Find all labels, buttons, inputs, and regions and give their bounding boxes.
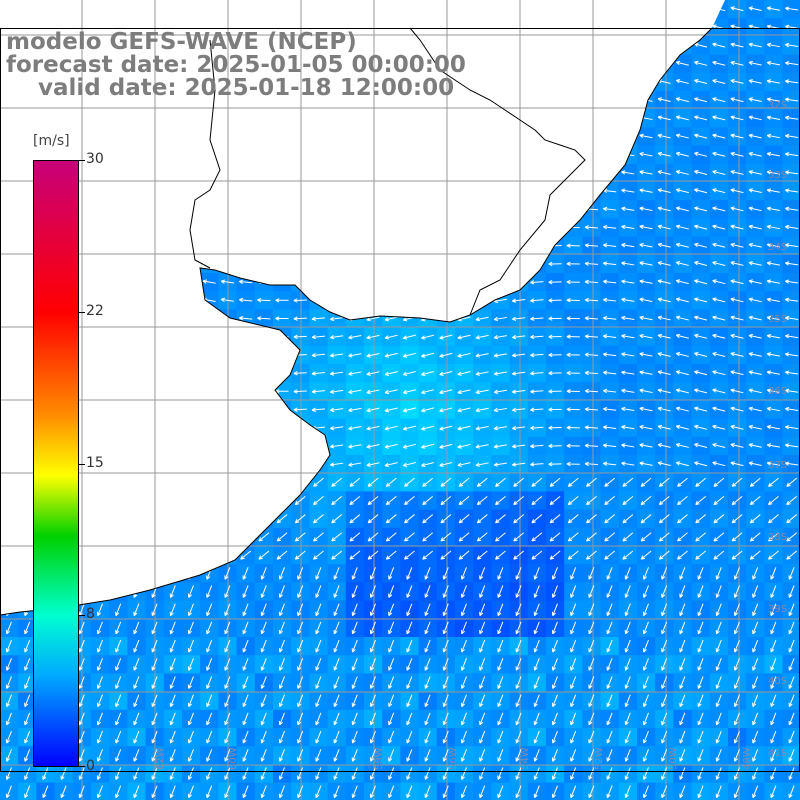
forecast-date: forecast date: 2025-01-05 00:00:00 [6, 52, 466, 78]
lat-label: 36S [768, 386, 788, 397]
colorbar-units: [m/s] [33, 133, 70, 149]
lon-label: 48W [742, 747, 753, 770]
border-line [189, 39, 221, 269]
colorbar-tick-15: 15 [86, 455, 104, 471]
lat-label: 34S [768, 242, 788, 253]
colorbar-tick-30: 30 [86, 151, 104, 167]
lon-label: 60W [228, 747, 239, 770]
lat-label: 38S [768, 532, 788, 543]
colorbar-tickmark [79, 615, 85, 616]
colorbar-tickmark [79, 312, 85, 313]
colorbar-tick-22: 22 [86, 303, 104, 319]
lon-label: 56W [448, 747, 459, 770]
colorbar-tick-8: 8 [86, 606, 95, 622]
lat-label: 40S [768, 676, 788, 687]
lat-label: 35S [768, 314, 788, 325]
lat-label: 33S [768, 170, 788, 181]
colorbar-tickmark [79, 464, 85, 465]
lat-label: 32S [768, 100, 788, 111]
lon-label: 58W [374, 747, 385, 770]
colorbar-tick-0: 0 [86, 758, 95, 774]
colorbar [33, 160, 79, 767]
model-title: modelo GEFS-WAVE (NCEP) [6, 29, 357, 55]
lat-label: 37S [768, 460, 788, 471]
lat-label: 41S [768, 748, 788, 759]
coastline [0, 27, 713, 616]
lon-label: 62W [155, 747, 166, 770]
valid-date: valid date: 2025-01-18 12:00:00 [6, 75, 455, 101]
lon-label: 52W [594, 747, 605, 770]
colorbar-tickmark [79, 766, 85, 767]
lat-label: 39S [768, 604, 788, 615]
colorbar-tickmark [79, 160, 85, 161]
lon-label: 54W [520, 747, 531, 770]
border-line [409, 27, 586, 316]
lon-label: 50W [668, 747, 679, 770]
